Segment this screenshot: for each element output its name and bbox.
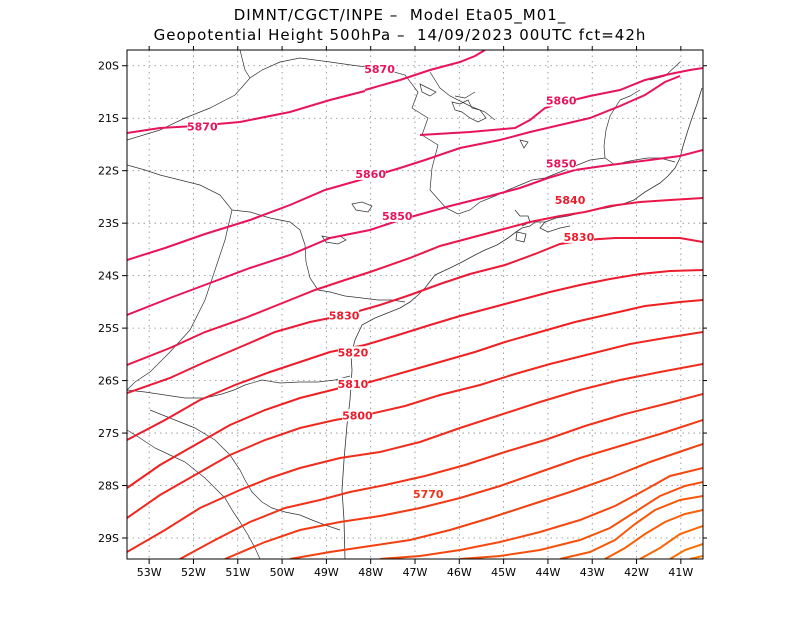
island-outline <box>515 231 527 243</box>
contour-line <box>224 419 703 559</box>
contour-labels: 5870 5870 5860 5860 5850 5850 5840 5830 5830 5820… <box>187 62 595 501</box>
contour-label: 5860 <box>546 94 577 107</box>
lon-tick-label: 46W <box>447 566 472 579</box>
longitude-ticks: 53W 52W 51W 50W 49W 48W 47W 46W 45W 44W 43W 42W 41W <box>137 46 693 579</box>
contour-label: 5840 <box>555 194 586 207</box>
contour-label-bg <box>337 346 368 359</box>
river-parana <box>231 209 406 303</box>
contour-label-bg <box>382 209 413 222</box>
contour-label: 5830 <box>564 231 595 244</box>
contour-label-bg <box>342 409 373 422</box>
lat-tick-label: 27S <box>98 427 119 440</box>
reservoir <box>419 83 437 97</box>
contour-label: 5770 <box>413 488 444 501</box>
contour-line <box>559 495 703 559</box>
contour-label: 5830 <box>329 310 360 323</box>
contour-line <box>127 90 366 134</box>
contour-label-bg <box>563 230 594 243</box>
contour-label-bg <box>355 167 386 180</box>
lat-tick-label: 25S <box>98 322 119 335</box>
contour-label: 5800 <box>342 409 373 422</box>
lon-tick-label: 45W <box>491 566 516 579</box>
state-border-go-mg <box>239 50 496 121</box>
contour-line <box>669 543 703 559</box>
contour-line <box>379 467 703 559</box>
border-sc-rs <box>149 409 341 531</box>
lon-tick-label: 41W <box>668 566 693 579</box>
lon-tick-label: 51W <box>225 566 250 579</box>
lon-tick-label: 49W <box>314 566 339 579</box>
border-argentina <box>127 429 261 559</box>
contour-label-bg <box>329 309 360 322</box>
reservoir <box>519 139 529 149</box>
contour-line <box>179 393 703 559</box>
coastline-and-borders <box>127 50 703 559</box>
contour-label: 5850 <box>546 157 577 170</box>
contour-label-bg <box>555 194 586 207</box>
contour-line <box>127 331 703 519</box>
border-pr-sc <box>127 375 351 399</box>
border-ms-sp <box>127 164 233 211</box>
contour-lines <box>127 50 703 559</box>
lon-tick-label: 47W <box>403 566 428 579</box>
lat-tick-label: 23S <box>98 217 119 230</box>
contour-label-bg <box>364 62 395 75</box>
lat-tick-label: 21S <box>98 112 119 125</box>
lat-tick-label: 22S <box>98 165 119 178</box>
state-border-sp-mg <box>127 57 676 215</box>
contour-line <box>289 443 703 559</box>
contour-label: 5850 <box>382 210 413 223</box>
contour-line <box>127 149 703 316</box>
lon-tick-label: 48W <box>358 566 383 579</box>
contour-label: 5870 <box>364 63 395 76</box>
state-border-mg-es <box>603 61 681 159</box>
contour-label-bg <box>546 94 577 107</box>
contour-line <box>127 299 703 489</box>
contour-label: 5870 <box>187 121 218 134</box>
contour-line <box>127 269 703 441</box>
contour-label: 5810 <box>338 378 369 391</box>
lat-tick-label: 28S <box>98 480 119 493</box>
contour-line <box>127 75 681 261</box>
contour-line <box>127 363 703 553</box>
contour-label-bg <box>413 488 444 501</box>
lon-tick-label: 42W <box>624 566 649 579</box>
contour-line <box>604 509 703 559</box>
title-line-2: Geopotential Height 500hPa – 14/09/2023 … <box>153 26 647 44</box>
lat-tick-label: 24S <box>98 270 119 283</box>
lat-tick-label: 26S <box>98 375 119 388</box>
contour-label-bg <box>187 120 218 133</box>
reservoir <box>351 201 373 213</box>
contour-label-bg <box>546 157 577 170</box>
contour-line <box>459 481 703 559</box>
plot-area: 5870 5870 5860 5860 5850 5850 5840 5830 5830 5820… <box>98 46 707 579</box>
title-line-1: DIMNT/CGCT/INPE – Model Eta05_M01_ <box>233 6 567 24</box>
contour-label: 5820 <box>338 346 369 359</box>
lon-tick-label: 52W <box>181 566 206 579</box>
contour-label-bg <box>337 377 368 390</box>
bay-outline <box>514 209 571 233</box>
lat-tick-label: 29S <box>98 532 119 545</box>
lat-tick-label: 20S <box>98 60 119 73</box>
contour-line <box>419 67 703 136</box>
lon-tick-label: 50W <box>270 566 295 579</box>
latitude-ticks: 20S 21S 22S 23S 24S 25S 26S 27S 28S 29S <box>98 60 707 545</box>
contour-line <box>639 525 703 559</box>
lon-tick-label: 43W <box>580 566 605 579</box>
border-pr-paraguay <box>127 209 233 391</box>
contour-line <box>127 197 703 366</box>
contour-line <box>364 50 486 91</box>
contour-label: 5860 <box>355 168 386 181</box>
reservoir <box>451 99 487 123</box>
lon-tick-label: 53W <box>137 566 162 579</box>
lon-tick-label: 44W <box>535 566 560 579</box>
contour-line <box>127 237 703 394</box>
